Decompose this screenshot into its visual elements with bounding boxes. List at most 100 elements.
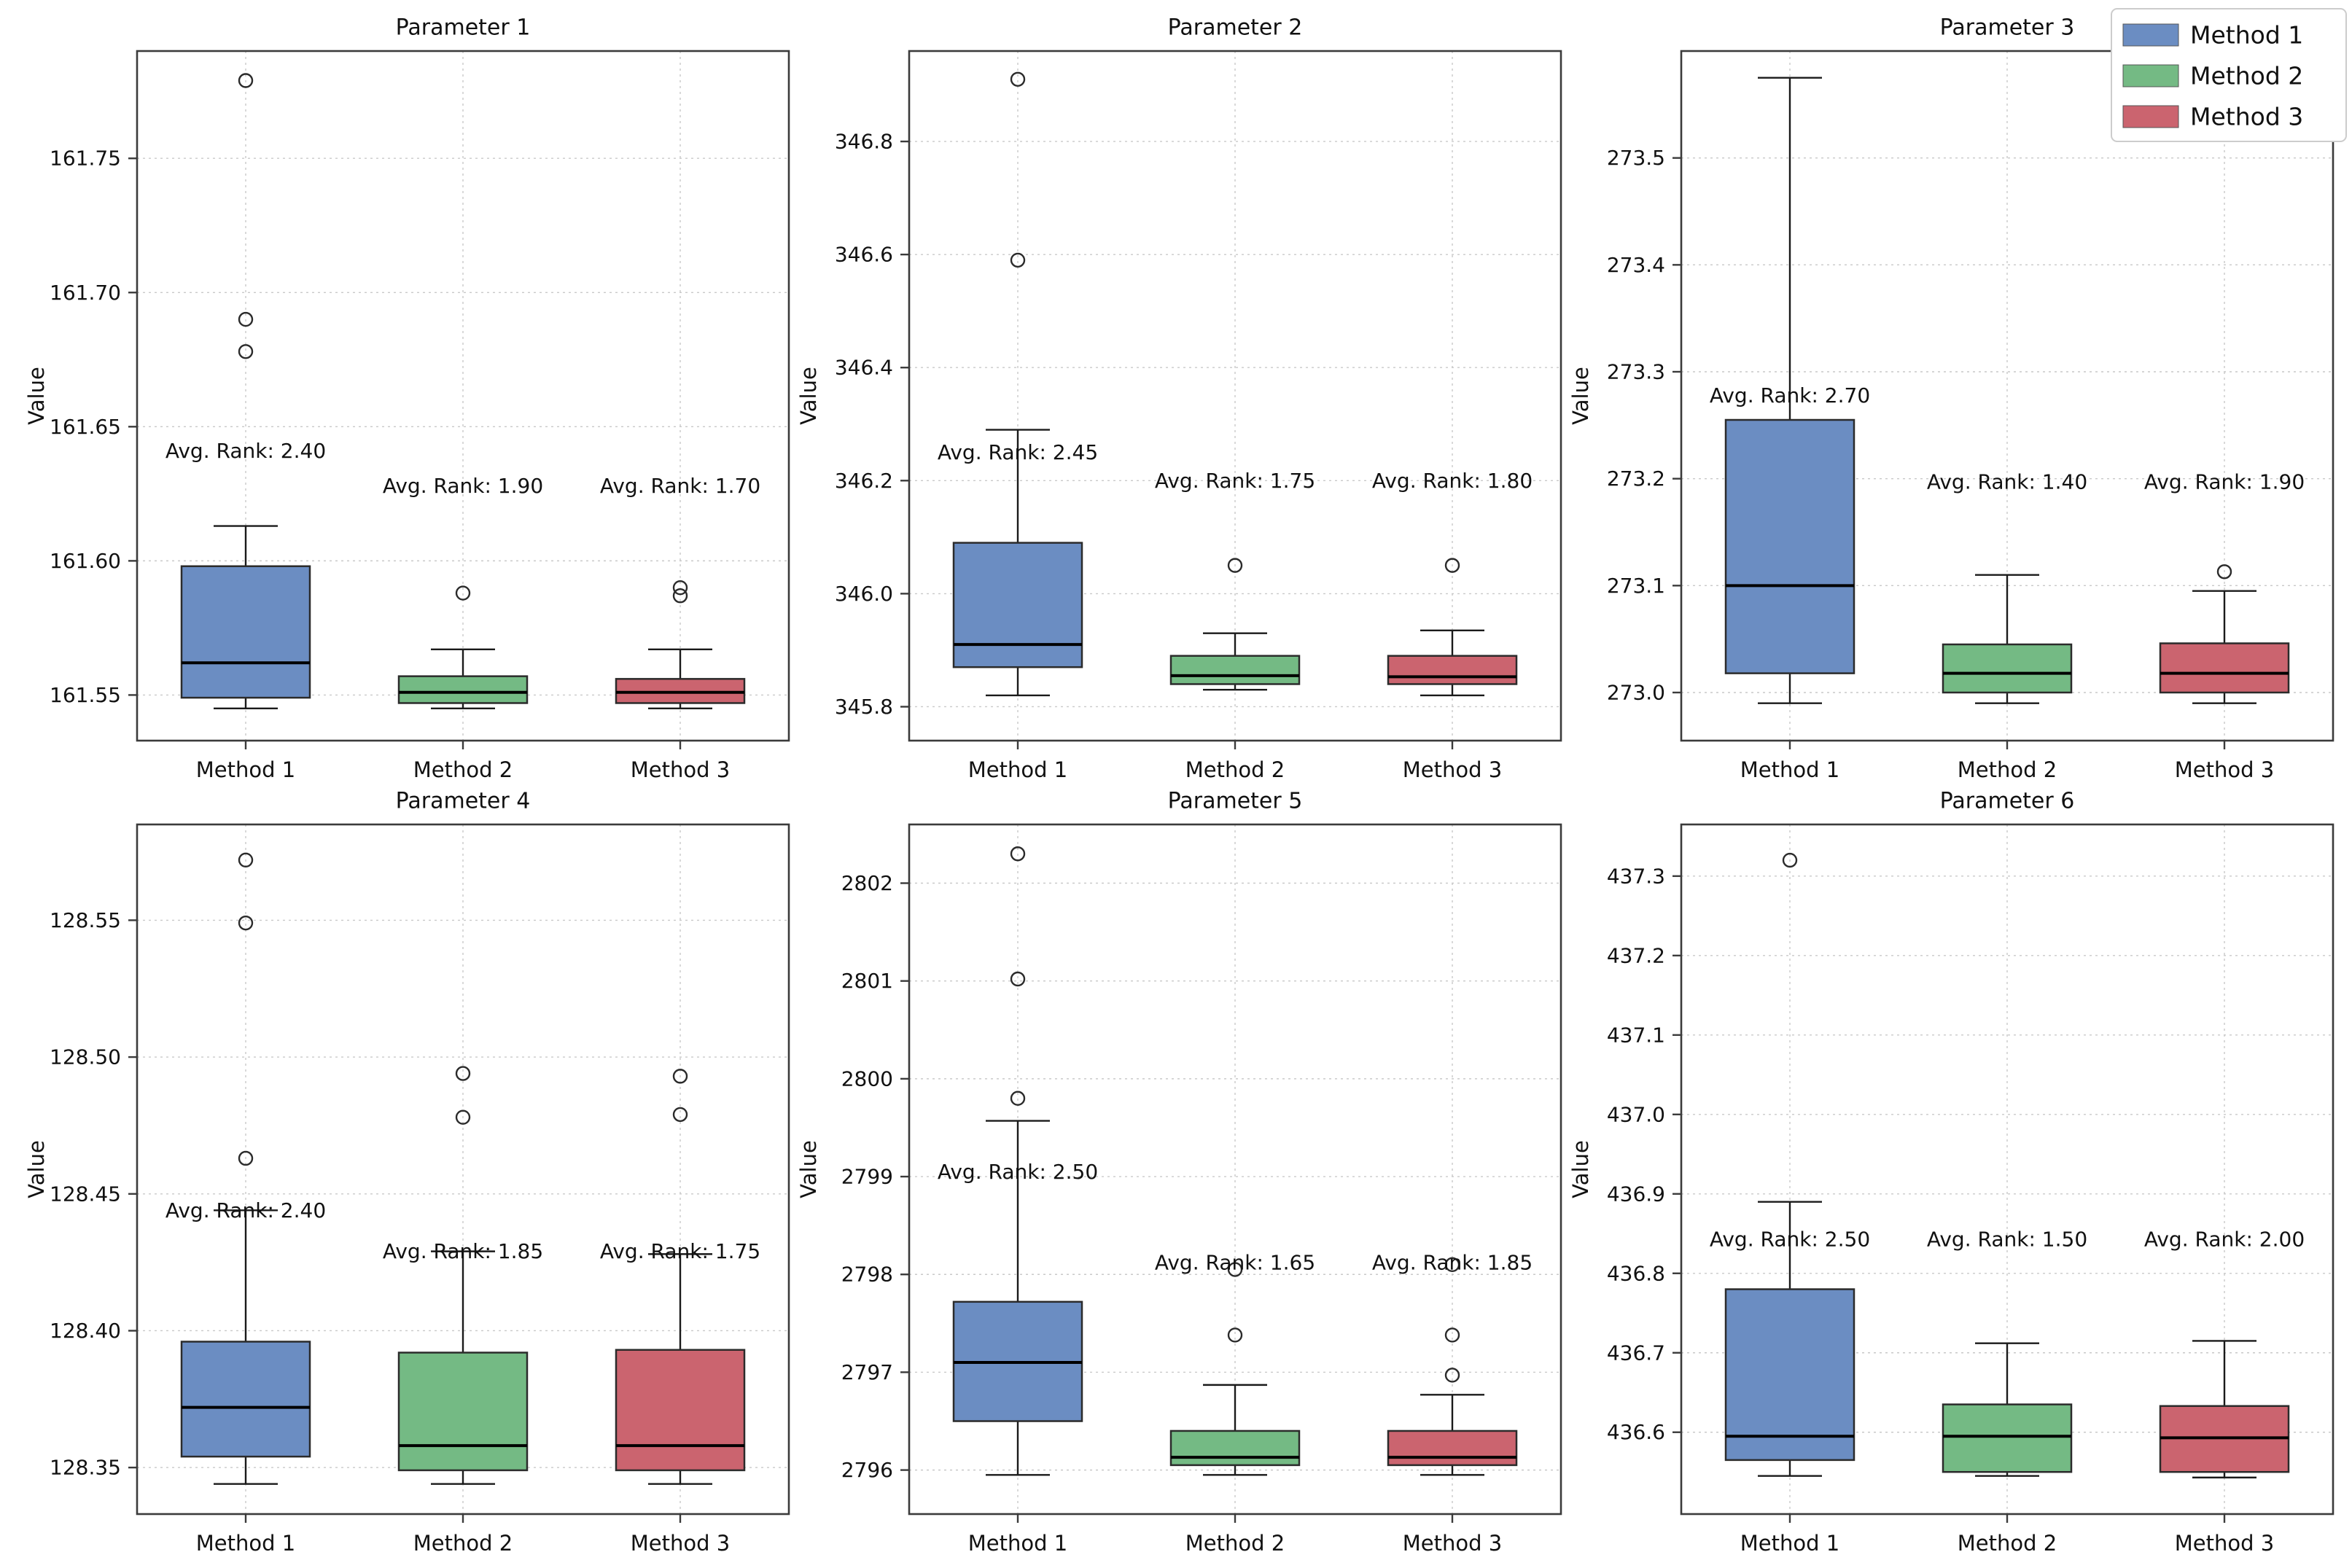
subplot-parameter-5: Avg. Rank: 2.50 Avg. Rank: 1.65 Avg. Rank:…: [796, 789, 1562, 1556]
box-rect: [2159, 642, 2290, 694]
y-tick-label: 2801: [841, 969, 893, 993]
box-rect: [1169, 1429, 1301, 1467]
box-rect: [1724, 1288, 1855, 1462]
y-tick-label: 437.2: [1607, 943, 1665, 967]
subplot-parameter-3: Avg. Rank: 2.70 Avg. Rank: 1.40 Avg. Rank:…: [1568, 15, 2335, 782]
y-tick-label: 273.4: [1607, 253, 1665, 277]
y-tick-label: 273.0: [1607, 681, 1665, 705]
y-tick-label: 273.3: [1607, 360, 1665, 384]
box-rect: [180, 565, 311, 699]
y-tick-label: 128.35: [50, 1456, 121, 1480]
avg-rank-annotation: Avg. Rank: 1.90: [383, 474, 543, 498]
subplot-title: Parameter 1: [396, 15, 531, 41]
outlier-point: [238, 73, 254, 88]
box-group-method-3: [2159, 564, 2290, 704]
subplot-parameter-2: Avg. Rank: 2.45 Avg. Rank: 1.75 Avg. Rank:…: [796, 15, 1562, 782]
avg-rank-annotation: Avg. Rank: 1.70: [600, 474, 760, 498]
y-tick-label: 161.60: [50, 549, 121, 573]
y-tick-label: 273.2: [1607, 467, 1665, 491]
y-tick-label: 2802: [841, 871, 893, 895]
avg-rank-annotation: Avg. Rank: 1.40: [1927, 470, 2087, 494]
box-rect: [952, 542, 1083, 668]
outlier-point: [672, 580, 688, 596]
box-rect: [1169, 655, 1301, 685]
y-tick-label: 436.6: [1607, 1420, 1665, 1444]
box-rect: [1942, 643, 2073, 694]
y-tick-label: 128.45: [50, 1182, 121, 1206]
outlier-point: [1010, 971, 1026, 987]
legend-swatch-method-1: [2122, 23, 2179, 47]
box-rect: [397, 1351, 529, 1472]
subplot-title: Parameter 2: [1168, 15, 1303, 41]
x-tick-label: Method 1: [1740, 1531, 1839, 1556]
subplot-parameter-1: Avg. Rank: 2.40 Avg. Rank: 1.90 Avg. Rank:…: [24, 15, 790, 782]
outlier-point: [1010, 1091, 1026, 1106]
x-tick-label: Method 3: [631, 757, 730, 782]
avg-rank-annotation: Avg. Rank: 2.50: [938, 1160, 1098, 1184]
box-rect: [1387, 655, 1518, 685]
y-tick-label: 2799: [841, 1165, 893, 1189]
legend-swatch-method-2: [2122, 64, 2179, 87]
y-tick-label: 161.75: [50, 147, 121, 171]
legend-label-method-1: Method 1: [2190, 21, 2303, 50]
outlier-point: [238, 311, 254, 327]
y-axis-label: Value: [1568, 1140, 1593, 1198]
outlier-point: [238, 1150, 254, 1166]
legend-label-method-3: Method 3: [2190, 103, 2303, 131]
legend: Method 1 Method 2 Method 3: [2111, 8, 2347, 142]
avg-rank-annotation: Avg. Rank: 1.75: [1155, 469, 1315, 493]
box-group-method-1: [180, 852, 311, 1485]
subplot-title: Parameter 3: [1940, 15, 2075, 41]
outlier-point: [1010, 71, 1026, 87]
box-rect: [615, 1349, 746, 1472]
x-tick-label: Method 3: [2175, 1531, 2274, 1556]
outlier-point: [1010, 846, 1026, 862]
y-axis-label: Value: [1568, 367, 1593, 425]
avg-rank-annotation: Avg. Rank: 1.85: [1372, 1251, 1533, 1275]
outlier-point: [455, 585, 471, 601]
avg-rank-annotation: Avg. Rank: 1.80: [1372, 469, 1533, 493]
avg-rank-annotation: Avg. Rank: 2.40: [166, 1198, 326, 1222]
outlier-point: [1444, 1327, 1460, 1343]
box-group-method-1: [1724, 852, 1855, 1477]
avg-rank-annotation: Avg. Rank: 1.85: [383, 1239, 543, 1263]
y-tick-label: 161.65: [50, 415, 121, 439]
legend-swatch-method-3: [2122, 105, 2179, 128]
avg-rank-annotation: Avg. Rank: 1.65: [1155, 1251, 1315, 1275]
outlier-point: [455, 1109, 471, 1125]
box-group-method-1: [952, 71, 1083, 697]
outlier-point: [1010, 252, 1026, 268]
y-axis-label: Value: [796, 367, 821, 425]
y-tick-label: 2800: [841, 1066, 893, 1091]
outlier-point: [455, 1066, 471, 1081]
x-tick-label: Method 2: [413, 1531, 513, 1556]
y-tick-label: 437.3: [1607, 864, 1665, 888]
box-group-method-3: [1387, 1257, 1518, 1476]
outlier-point: [1444, 1257, 1460, 1273]
x-tick-label: Method 3: [1403, 1531, 1502, 1556]
outlier-point: [238, 344, 254, 359]
subplot-parameter-6: Avg. Rank: 2.50 Avg. Rank: 1.50 Avg. Rank:…: [1568, 789, 2335, 1556]
y-tick-label: 437.0: [1607, 1102, 1665, 1126]
y-tick-label: 346.8: [835, 130, 893, 154]
outlier-point: [1782, 852, 1798, 868]
outlier-point: [1444, 1368, 1460, 1383]
box-group-method-2: [397, 1066, 529, 1485]
outlier-point: [672, 1069, 688, 1084]
avg-rank-annotation: Avg. Rank: 2.00: [2144, 1227, 2305, 1251]
box-group-method-2: [1169, 1262, 1301, 1476]
box-rect: [1724, 418, 1855, 674]
avg-rank-annotation: Avg. Rank: 1.75: [600, 1239, 760, 1263]
x-tick-label: Method 1: [196, 1531, 295, 1556]
y-tick-label: 346.0: [835, 582, 893, 606]
box-group-method-2: [397, 585, 529, 710]
y-tick-label: 345.8: [835, 695, 893, 719]
y-tick-label: 346.4: [835, 356, 893, 380]
outlier-point: [1444, 558, 1460, 573]
box-group-method-3: [615, 580, 746, 710]
legend-label-method-2: Method 2: [2190, 62, 2303, 90]
box-group-method-1: [952, 846, 1083, 1476]
y-tick-label: 128.55: [50, 908, 121, 932]
